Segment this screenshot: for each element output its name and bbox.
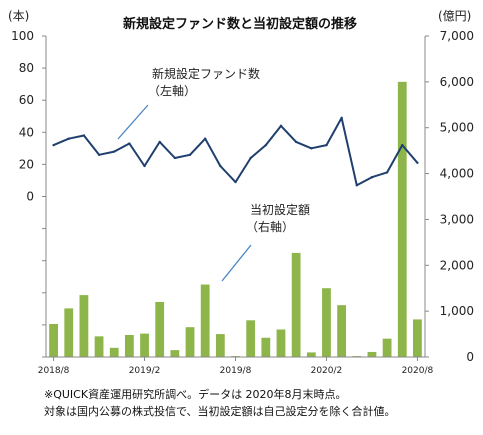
bar-2019/4 xyxy=(170,350,180,357)
bar-2019/6 xyxy=(200,284,210,357)
chart-title: 新規設定ファンド数と当初設定額の推移 xyxy=(123,16,357,32)
x-axis-tick-label: 2019/8 xyxy=(220,366,252,376)
line-point-2019/1 xyxy=(128,142,131,145)
series-annotation-label: （右軸） xyxy=(246,219,294,234)
left-axis-tick-label: 40 xyxy=(19,125,34,139)
bar-2020/7 xyxy=(397,81,407,357)
bar-2020/5 xyxy=(367,351,377,357)
line-point-2020/8 xyxy=(416,161,419,164)
right-axis-tick-label: 4,000 xyxy=(440,167,474,181)
bar-2018/10 xyxy=(79,295,89,357)
series-annotation-label: 当初設定額 xyxy=(250,202,310,217)
footnote-scope: 対象は国内公募の株式投信で、当初設定額は自己設定分を除く合計値。 xyxy=(44,405,396,418)
right-axis-tick-label: 0 xyxy=(466,350,474,364)
x-axis-tick-label: 2018/8 xyxy=(38,366,70,376)
bar-2019/1 xyxy=(124,334,134,357)
line-point-2018/8 xyxy=(52,143,55,147)
right-axis-tick-label: 6,000 xyxy=(440,75,474,89)
footnote-source: ※QUICK資産運用研究所調べ。データは 2020年8月末時点。 xyxy=(44,388,347,401)
bar-2019/5 xyxy=(185,327,195,357)
bar-2019/12 xyxy=(291,252,301,357)
series-annotation-label: 新規設定ファンド数 xyxy=(152,66,260,81)
line-point-2019/3 xyxy=(158,140,161,144)
line-point-2020/1 xyxy=(310,147,313,150)
right-axis-tick-label: 3,000 xyxy=(440,212,474,226)
line-point-2020/7 xyxy=(401,143,404,147)
line-point-2019/8 xyxy=(234,180,237,184)
line-point-2019/2 xyxy=(143,164,146,168)
bar-2018/12 xyxy=(109,347,119,357)
line-point-2018/12 xyxy=(113,150,116,153)
bar-2020/1 xyxy=(306,352,316,357)
bar-2019/10 xyxy=(261,337,271,357)
footnotes: ※QUICK資産運用研究所調べ。データは 2020年8月末時点。 対象は国内公募… xyxy=(44,386,396,420)
line-point-2018/11 xyxy=(97,153,101,156)
bar-2020/6 xyxy=(382,338,392,357)
left-axis-tick-label: 60 xyxy=(19,93,34,107)
left-axis-unit: (本) xyxy=(8,9,29,23)
fund-count-line xyxy=(53,116,419,187)
line-point-2020/4 xyxy=(355,184,358,187)
line-point-2019/10 xyxy=(264,143,268,147)
line-annotation-leader xyxy=(117,104,149,140)
line-point-2019/12 xyxy=(294,140,298,144)
x-axis-tick-label: 2020/2 xyxy=(311,366,343,376)
right-axis-tick-label: 5,000 xyxy=(440,121,474,135)
x-axis-tick-label: 2019/2 xyxy=(129,366,161,376)
bar-2019/3 xyxy=(155,301,165,357)
right-axis-tick-label: 7,000 xyxy=(440,29,474,43)
bar-annotation-leader xyxy=(221,244,252,282)
right-axis-tick-label: 2,000 xyxy=(440,258,474,272)
line-point-2019/7 xyxy=(219,164,222,168)
series-annotation-label: （左軸） xyxy=(148,83,196,98)
bar-2020/2 xyxy=(322,288,331,357)
bar-2019/11 xyxy=(276,329,286,357)
line-point-2020/2 xyxy=(325,143,328,147)
bar-2020/3 xyxy=(337,305,347,357)
bar-2020/8 xyxy=(413,319,422,357)
bar-2018/11 xyxy=(94,336,104,357)
line-point-2019/4 xyxy=(173,156,177,160)
line-point-2020/5 xyxy=(370,176,374,179)
left-axis-tick-label: 20 xyxy=(19,157,34,171)
bar-2018/8 xyxy=(49,323,58,357)
bar-2018/9 xyxy=(64,308,74,357)
line-point-2020/3 xyxy=(340,116,343,120)
bar-2019/9 xyxy=(246,320,256,357)
right-axis-unit: (億円) xyxy=(438,9,471,23)
line-point-2019/11 xyxy=(279,124,283,128)
line-point-2020/6 xyxy=(385,171,389,174)
x-axis-tick-label: 2020/8 xyxy=(402,366,434,376)
right-axis-tick-label: 1,000 xyxy=(440,304,474,318)
left-axis-tick-label: 0 xyxy=(26,190,34,204)
line-point-2018/9 xyxy=(67,137,70,140)
bar-2019/2 xyxy=(140,333,149,357)
line-point-2019/9 xyxy=(249,156,252,160)
left-axis-tick-label: 100 xyxy=(11,29,34,43)
bar-2019/7 xyxy=(215,334,225,357)
line-point-2019/6 xyxy=(203,137,207,140)
left-axis-tick-label: 80 xyxy=(19,61,34,75)
line-point-2019/5 xyxy=(188,153,192,156)
line-point-2018/10 xyxy=(82,134,86,137)
